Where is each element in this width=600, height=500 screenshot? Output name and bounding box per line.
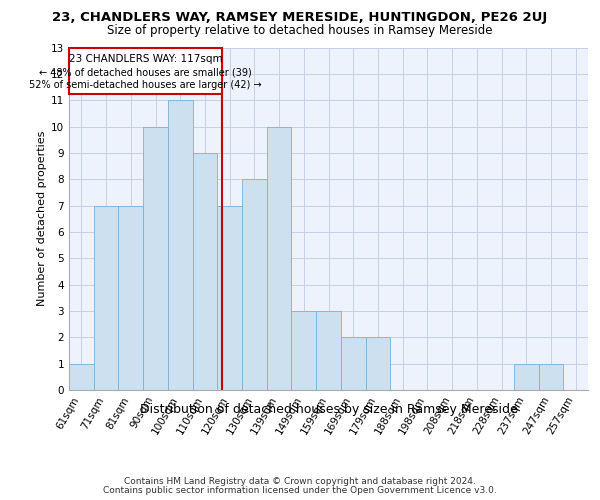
Text: Contains public sector information licensed under the Open Government Licence v3: Contains public sector information licen… [103,486,497,495]
Text: Size of property relative to detached houses in Ramsey Mereside: Size of property relative to detached ho… [107,24,493,37]
Y-axis label: Number of detached properties: Number of detached properties [37,131,47,306]
Bar [217,206,242,390]
Text: 23, CHANDLERS WAY, RAMSEY MERESIDE, HUNTINGDON, PE26 2UJ: 23, CHANDLERS WAY, RAMSEY MERESIDE, HUNT… [52,11,548,24]
Bar [69,364,94,390]
Text: 52% of semi-detached houses are larger (42) →: 52% of semi-detached houses are larger (… [29,80,262,90]
Bar [242,179,267,390]
Bar [143,126,168,390]
Bar [193,153,217,390]
Text: 23 CHANDLERS WAY: 117sqm: 23 CHANDLERS WAY: 117sqm [69,54,223,64]
Text: Contains HM Land Registry data © Crown copyright and database right 2024.: Contains HM Land Registry data © Crown c… [124,477,476,486]
Bar [316,311,341,390]
Bar [539,364,563,390]
Text: ← 48% of detached houses are smaller (39): ← 48% of detached houses are smaller (39… [39,68,252,78]
Bar [118,206,143,390]
Bar [514,364,539,390]
Bar [341,338,365,390]
FancyBboxPatch shape [69,48,222,94]
Bar [292,311,316,390]
Bar [267,126,292,390]
Bar [94,206,118,390]
Bar [168,100,193,390]
Bar [365,338,390,390]
Text: Distribution of detached houses by size in Ramsey Mereside: Distribution of detached houses by size … [140,402,518,415]
